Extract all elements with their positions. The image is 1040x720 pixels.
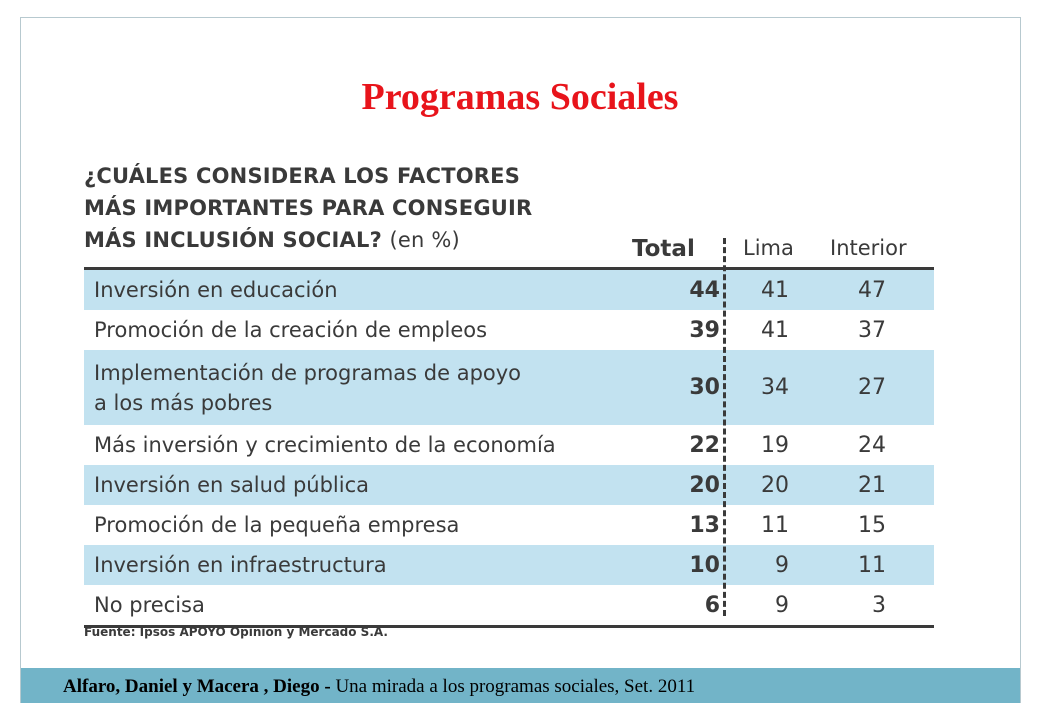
row-total-value: 30	[689, 375, 720, 400]
question-text: ¿CUÁLES CONSIDERA LOS FACTORES MÁS IMPOR…	[84, 160, 604, 256]
row-lima-value: 41	[761, 277, 789, 303]
table-row: Inversión en salud pública 20 20 21	[84, 465, 934, 505]
row-lima-value: 41	[761, 317, 789, 343]
row-label: Implementación de programas de apoyo a l…	[94, 360, 522, 415]
footer-citation: Alfaro, Daniel y Macera , Diego - Una mi…	[63, 676, 695, 698]
row-lima-value: 34	[761, 375, 789, 400]
footer-reference: Una mirada a los programas sociales, Set…	[330, 676, 696, 697]
row-label: Más inversión y crecimiento de la econom…	[94, 433, 556, 457]
question-line-3-text: MÁS INCLUSIÓN SOCIAL?	[84, 228, 382, 252]
row-interior-value: 27	[858, 375, 886, 400]
row-label: Inversión en infraestructura	[94, 553, 387, 577]
row-interior-value: 37	[858, 317, 886, 343]
row-total-value: 44	[689, 277, 720, 303]
table-row: Inversión en educación 44 41 47	[84, 270, 934, 310]
column-header-total: Total	[632, 236, 695, 262]
row-total-value: 10	[689, 552, 720, 578]
row-label: Inversión en educación	[94, 278, 338, 302]
row-lima-value: 11	[761, 512, 789, 538]
slide-title: Programas Sociales	[361, 76, 679, 118]
row-total-value: 6	[704, 592, 720, 618]
question-line-2: MÁS IMPORTANTES PARA CONSEGUIR	[84, 196, 533, 220]
footer-authors: Alfaro, Daniel y Macera , Diego -	[63, 676, 331, 697]
row-total-value: 13	[689, 512, 720, 538]
table-row: Implementación de programas de apoyo a l…	[84, 350, 934, 425]
source-note: Fuente: Ipsos APOYO Opinión y Mercado S.…	[84, 625, 388, 639]
row-interior-value: 21	[858, 472, 886, 498]
question-unit: (en %)	[389, 228, 460, 252]
table-row: Promoción de la creación de empleos 39 41 3…	[84, 310, 934, 350]
row-total-value: 39	[689, 317, 720, 343]
row-label: Promoción de la creación de empleos	[94, 318, 488, 342]
row-total-value: 22	[689, 432, 720, 458]
table-row: Inversión en infraestructura 10 9 11	[84, 545, 934, 585]
row-interior-value: 3	[872, 592, 886, 618]
data-table: Inversión en educación 44 41 47 Promoción de…	[84, 267, 934, 628]
table-row: Promoción de la pequeña empresa 13 11 15	[84, 505, 934, 545]
row-interior-value: 24	[858, 432, 886, 458]
column-header-interior: Interior	[830, 236, 907, 260]
footer-bar: Alfaro, Daniel y Macera , Diego - Una mi…	[21, 668, 1020, 703]
row-total-value: 20	[689, 472, 720, 498]
row-label: No precisa	[94, 593, 205, 617]
row-lima-value: 9	[775, 552, 789, 578]
column-divider	[723, 238, 726, 616]
row-label: Inversión en salud pública	[94, 473, 370, 497]
row-interior-value: 47	[858, 277, 886, 303]
table-row: No precisa 6 9 3	[84, 585, 934, 625]
row-lima-value: 20	[761, 472, 789, 498]
column-header-lima: Lima	[743, 236, 794, 260]
table-row: Más inversión y crecimiento de la econom…	[84, 425, 934, 465]
row-lima-value: 9	[775, 592, 789, 618]
row-label: Promoción de la pequeña empresa	[94, 513, 460, 537]
row-lima-value: 19	[761, 432, 789, 458]
question-line-1: ¿CUÁLES CONSIDERA LOS FACTORES	[84, 164, 521, 188]
row-interior-value: 15	[858, 512, 886, 538]
question-line-3: MÁS INCLUSIÓN SOCIAL? (en %)	[84, 224, 604, 256]
row-interior-value: 11	[858, 552, 886, 578]
